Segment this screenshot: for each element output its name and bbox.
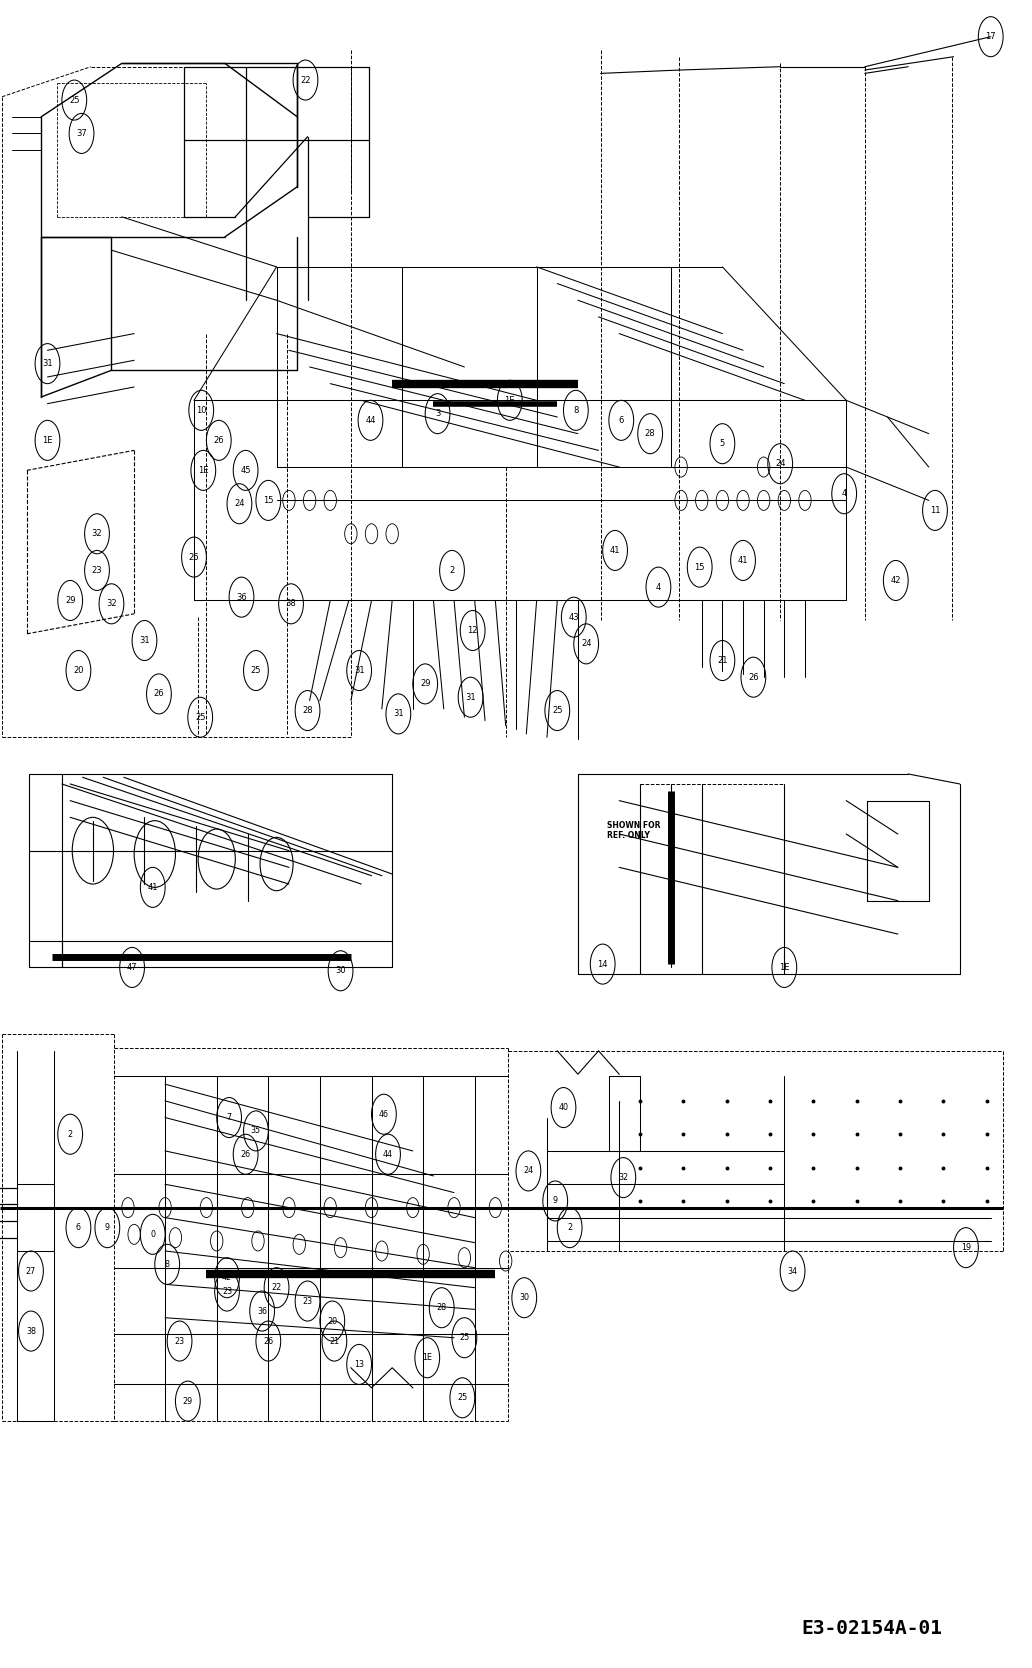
Text: 22: 22 xyxy=(300,75,311,85)
Text: 26: 26 xyxy=(748,672,759,682)
Text: 35: 35 xyxy=(251,1126,261,1136)
Text: 2: 2 xyxy=(449,565,455,575)
Text: 31: 31 xyxy=(42,359,53,369)
Text: 30: 30 xyxy=(519,1293,529,1303)
Text: 7: 7 xyxy=(227,1113,231,1123)
Text: 8: 8 xyxy=(573,405,579,415)
Text: 6: 6 xyxy=(76,1223,80,1233)
Text: 14: 14 xyxy=(598,959,608,969)
Text: 10: 10 xyxy=(196,405,206,415)
Text: 23: 23 xyxy=(174,1336,185,1346)
Text: 31: 31 xyxy=(139,636,150,646)
Text: 41: 41 xyxy=(148,882,158,892)
Text: E3-02154A-01: E3-02154A-01 xyxy=(802,1620,942,1638)
Text: 0: 0 xyxy=(151,1229,155,1239)
Text: 38: 38 xyxy=(286,599,296,609)
Text: 9: 9 xyxy=(105,1223,109,1233)
Text: 34: 34 xyxy=(787,1266,798,1276)
Text: 29: 29 xyxy=(65,595,75,605)
Text: 15: 15 xyxy=(695,562,705,572)
Text: 44: 44 xyxy=(365,415,376,425)
Text: 22: 22 xyxy=(271,1283,282,1293)
Text: 29: 29 xyxy=(420,679,430,689)
Text: 46: 46 xyxy=(379,1109,389,1119)
Text: 32: 32 xyxy=(92,529,102,539)
Text: 31: 31 xyxy=(354,666,364,676)
Text: 13: 13 xyxy=(354,1359,364,1369)
Text: 31: 31 xyxy=(465,692,476,702)
Text: 23: 23 xyxy=(222,1286,232,1296)
Text: 45: 45 xyxy=(240,465,251,475)
Text: 26: 26 xyxy=(154,689,164,699)
Text: 24: 24 xyxy=(234,499,245,509)
Text: 25: 25 xyxy=(251,666,261,676)
Text: 8: 8 xyxy=(165,1259,169,1269)
Text: 21: 21 xyxy=(717,656,728,666)
Text: 20: 20 xyxy=(327,1316,337,1326)
Text: 26: 26 xyxy=(263,1336,273,1346)
Text: 15: 15 xyxy=(263,495,273,505)
Text: 4: 4 xyxy=(841,489,847,499)
Text: 28: 28 xyxy=(302,706,313,716)
Text: 36: 36 xyxy=(257,1306,267,1316)
Text: 1E: 1E xyxy=(198,465,208,475)
Text: 19: 19 xyxy=(961,1243,971,1253)
Text: 21: 21 xyxy=(329,1336,340,1346)
Text: 41: 41 xyxy=(738,555,748,565)
Text: 24: 24 xyxy=(775,459,785,469)
Text: 3: 3 xyxy=(434,409,441,419)
Text: 6: 6 xyxy=(618,415,624,425)
Text: 1E: 1E xyxy=(779,962,789,972)
Text: 17: 17 xyxy=(986,32,996,42)
Text: 25: 25 xyxy=(459,1333,470,1343)
Text: 25: 25 xyxy=(552,706,562,716)
Text: 36: 36 xyxy=(236,592,247,602)
Text: 5: 5 xyxy=(719,439,725,449)
Text: 1E: 1E xyxy=(422,1353,432,1363)
Text: 37: 37 xyxy=(76,128,87,138)
Text: 30: 30 xyxy=(335,966,346,976)
Text: 1E: 1E xyxy=(42,435,53,445)
Text: 42: 42 xyxy=(222,1273,232,1283)
Text: 2: 2 xyxy=(68,1129,72,1139)
Text: 40: 40 xyxy=(558,1103,569,1113)
Text: 26: 26 xyxy=(189,552,199,562)
Text: 23: 23 xyxy=(92,565,102,575)
Text: 1E: 1E xyxy=(505,395,515,405)
Text: 28: 28 xyxy=(437,1303,447,1313)
Text: 32: 32 xyxy=(618,1173,628,1183)
Text: 32: 32 xyxy=(106,599,117,609)
Text: 42: 42 xyxy=(891,575,901,585)
Text: 26: 26 xyxy=(240,1149,251,1159)
Text: 2: 2 xyxy=(568,1223,572,1233)
Text: 12: 12 xyxy=(467,626,478,636)
Text: 23: 23 xyxy=(302,1296,313,1306)
Text: 9: 9 xyxy=(553,1196,557,1206)
Text: 47: 47 xyxy=(127,962,137,972)
Text: 28: 28 xyxy=(645,429,655,439)
Text: 26: 26 xyxy=(214,435,224,445)
Text: 20: 20 xyxy=(73,666,84,676)
Text: 25: 25 xyxy=(195,712,205,722)
Text: SHOWN FOR
REF. ONLY: SHOWN FOR REF. ONLY xyxy=(607,821,660,841)
Text: 43: 43 xyxy=(569,612,579,622)
Text: 24: 24 xyxy=(581,639,591,649)
Text: 11: 11 xyxy=(930,505,940,515)
Text: 41: 41 xyxy=(610,545,620,555)
Text: 4: 4 xyxy=(655,582,662,592)
Text: 38: 38 xyxy=(26,1326,36,1336)
Text: 24: 24 xyxy=(523,1166,534,1176)
Text: 44: 44 xyxy=(383,1149,393,1159)
Text: 27: 27 xyxy=(26,1266,36,1276)
Text: 31: 31 xyxy=(393,709,404,719)
Text: 25: 25 xyxy=(457,1393,467,1403)
Text: 29: 29 xyxy=(183,1396,193,1406)
Text: 25: 25 xyxy=(69,95,79,105)
